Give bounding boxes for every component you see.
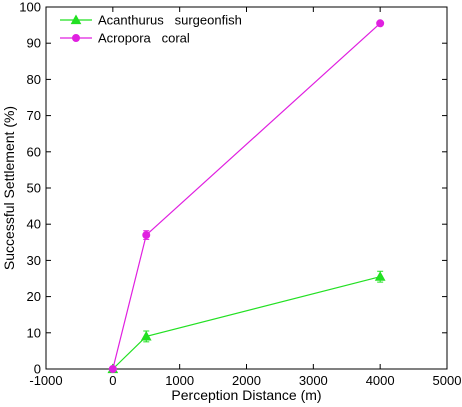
y-tick-label: 70 [27, 108, 41, 123]
y-tick-label: 90 [27, 36, 41, 51]
legend-label: Acropora coral [98, 31, 190, 46]
legend: Acanthurus surgeonfish Acropora coral [60, 13, 242, 46]
legend-marker [72, 34, 80, 42]
series-line [112, 22, 381, 370]
y-tick-label: 30 [27, 253, 41, 268]
y-tick-label: 0 [34, 362, 41, 377]
data-point [108, 365, 117, 373]
x-tick-label: 0 [109, 373, 116, 388]
data-point [140, 330, 152, 341]
data-point [374, 271, 386, 281]
x-tick-label: 5000 [433, 373, 462, 388]
data-point [142, 231, 151, 240]
y-tick-label: 100 [19, 0, 41, 15]
series-1 [107, 270, 386, 374]
series-layer [107, 19, 386, 374]
x-tick-label: 2000 [232, 373, 261, 388]
x-tick-label: 4000 [366, 373, 395, 388]
legend-marker [70, 14, 82, 25]
series-2 [108, 19, 385, 373]
x-tick-label: -1000 [29, 373, 62, 388]
legend-item-2: Acropora coral [60, 31, 190, 46]
data-point [376, 19, 385, 28]
axes: -1000 0 1000 2000 3000 4000 500001020304050607… [19, 0, 461, 388]
y-tick-label: 60 [27, 144, 41, 159]
y-axis-label: Successful Settlement (%) [1, 106, 17, 270]
plot-frame [45, 6, 448, 370]
y-tick-label: 50 [27, 181, 41, 196]
legend-label: Acanthurus surgeonfish [98, 13, 242, 28]
x-tick-label: 1000 [165, 373, 194, 388]
y-tick-label: 10 [27, 325, 41, 340]
y-tick-label: 40 [27, 217, 41, 232]
x-tick-label: 3000 [299, 373, 328, 388]
x-axis-label: Perception Distance (m) [171, 387, 321, 403]
series-line [112, 276, 381, 370]
y-tick-label: 80 [27, 72, 41, 87]
legend-item-1: Acanthurus surgeonfish [60, 13, 242, 28]
y-tick-label: 20 [27, 289, 41, 304]
